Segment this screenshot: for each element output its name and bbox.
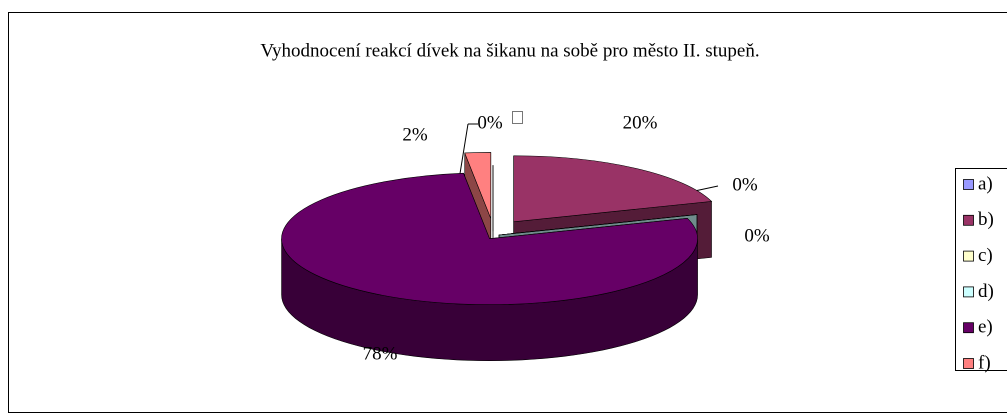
data-label: 0%: [744, 225, 770, 246]
legend-label: c): [978, 245, 993, 266]
data-label: 20%: [623, 112, 658, 133]
legend-box: [955, 168, 1007, 371]
data-label: 0%: [732, 174, 758, 195]
slice: [281, 172, 698, 305]
legend-swatch: [963, 358, 974, 369]
data-label: 0%: [477, 112, 503, 133]
legend-swatch: [963, 250, 974, 262]
legend-swatch: [963, 286, 974, 298]
legend-label: d): [978, 281, 994, 302]
legend-label: b): [978, 209, 994, 230]
slice: [513, 155, 713, 223]
data-label: 2%: [402, 124, 428, 145]
data-label: 78%: [363, 343, 398, 364]
glyph-box: [512, 111, 523, 124]
slice: [464, 152, 492, 219]
legend-label: e): [978, 317, 993, 338]
legend-swatch: [963, 322, 974, 334]
legend-swatch: [963, 179, 974, 190]
legend-label: a): [978, 173, 993, 194]
legend-label: f): [978, 352, 991, 373]
chart-title: Vyhodnocení reakcí dívek na šikanu na so…: [260, 40, 759, 61]
slice: [499, 214, 697, 236]
legend-swatch: [963, 214, 974, 226]
